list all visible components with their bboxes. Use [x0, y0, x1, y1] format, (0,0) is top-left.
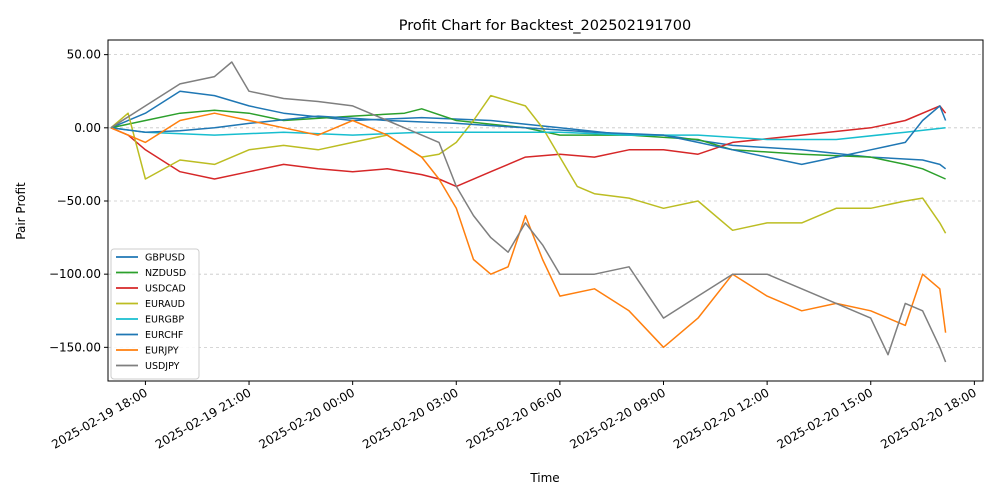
series-line-usdcad: [110, 105, 947, 188]
chart-title: Profit Chart for Backtest_202502191700: [399, 18, 691, 34]
legend-label: GBPUSD: [145, 253, 185, 264]
series-line-eurchf: [110, 105, 947, 166]
legend: GBPUSD NZDUSD USDCAD EURAUD EURGBP EURCHF EURJ…: [110, 248, 200, 380]
legend-label: USDJPY: [145, 361, 180, 372]
x-tick-label: 2025-02-19 21:00: [153, 385, 254, 451]
y-tick-label: −150.00: [49, 340, 101, 354]
legend-label: EURGBP: [145, 315, 184, 326]
legend-label: NZDUSD: [145, 268, 186, 279]
x-tick-label: 2025-02-20 15:00: [775, 385, 876, 451]
grid-lines: [108, 54, 983, 348]
x-tick-label: 2025-02-20 00:00: [257, 385, 358, 451]
x-tick-label: 2025-02-20 18:00: [878, 385, 979, 451]
series-line-euraud: [110, 94, 947, 234]
y-axis-label: Pair Profit: [14, 182, 28, 240]
series-lines: [110, 61, 947, 363]
legend-label: EURJPY: [145, 346, 179, 357]
x-tick-label: 2025-02-19 18:00: [49, 385, 150, 451]
x-axis: 2025-02-19 18:00 2025-02-19 21:00 2025-02-…: [49, 381, 979, 452]
x-tick-label: 2025-02-20 09:00: [567, 385, 668, 451]
y-tick-label: 50.00: [67, 48, 101, 62]
y-tick-label: −100.00: [49, 267, 101, 281]
x-axis-label: Time: [529, 471, 559, 485]
plot-frame: [107, 39, 984, 382]
legend-label: EURAUD: [145, 299, 185, 310]
series-line-nzdusd: [110, 108, 946, 180]
legend-box: [110, 248, 200, 380]
x-tick-label: 2025-02-20 03:00: [360, 385, 461, 451]
x-tick-label: 2025-02-20 12:00: [671, 385, 772, 451]
x-tick-label: 2025-02-20 06:00: [464, 385, 565, 451]
series-line-usdjpy: [110, 61, 947, 363]
legend-label: USDCAD: [145, 284, 186, 295]
series-line-gbpusd: [110, 90, 947, 170]
y-tick-label: 0.00: [74, 121, 101, 135]
y-axis: 50.00 0.00 −50.00 −100.00 −150.00: [49, 48, 108, 354]
series-line-eurgbp: [110, 127, 946, 141]
legend-label: EURCHF: [145, 330, 183, 341]
series-line-eurjpy: [110, 112, 947, 349]
y-tick-label: −50.00: [57, 194, 101, 208]
